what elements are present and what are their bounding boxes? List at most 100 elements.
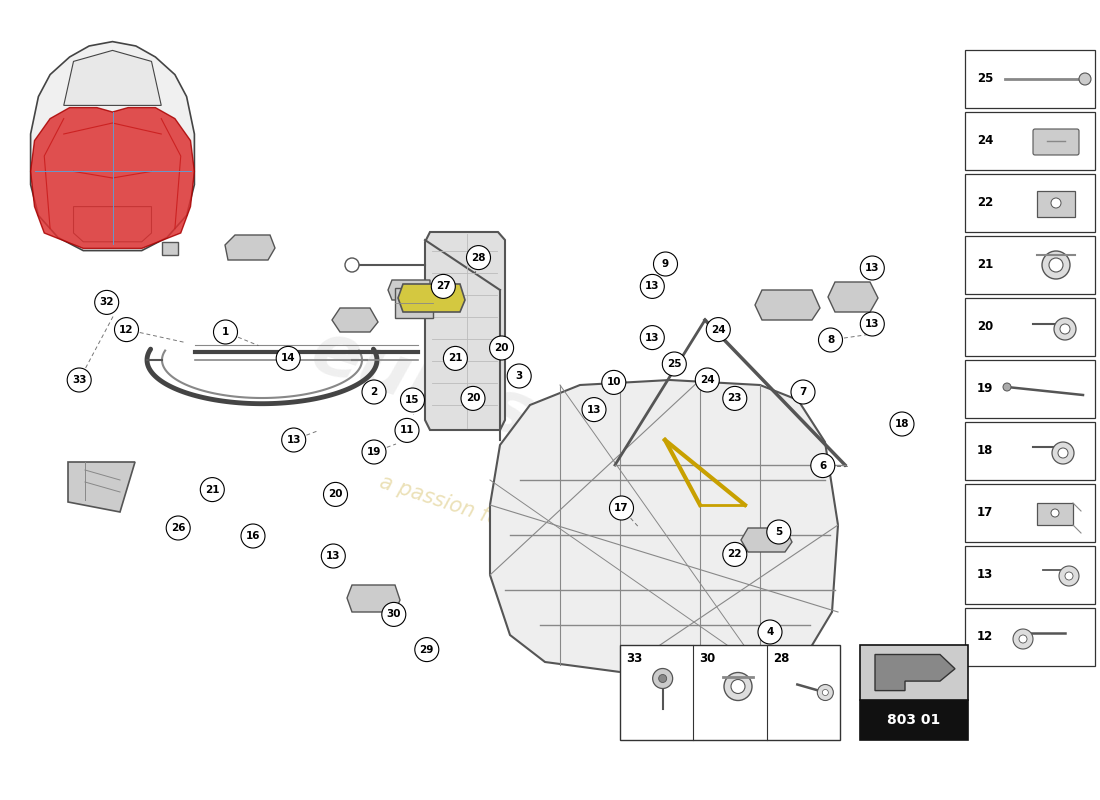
- Circle shape: [1042, 251, 1070, 279]
- FancyBboxPatch shape: [965, 422, 1094, 480]
- Text: 24: 24: [977, 134, 993, 147]
- Text: 33: 33: [626, 653, 642, 666]
- Circle shape: [67, 368, 91, 392]
- Circle shape: [114, 318, 139, 342]
- Circle shape: [1003, 383, 1011, 391]
- Circle shape: [1052, 442, 1074, 464]
- Text: 9: 9: [662, 259, 669, 269]
- Text: 10: 10: [606, 378, 621, 387]
- Circle shape: [507, 364, 531, 388]
- Circle shape: [640, 274, 664, 298]
- Polygon shape: [398, 284, 465, 312]
- Circle shape: [466, 246, 491, 270]
- Text: eurospares: eurospares: [302, 317, 758, 523]
- Text: 25: 25: [977, 73, 993, 86]
- Polygon shape: [226, 235, 275, 260]
- Text: 33: 33: [72, 375, 87, 385]
- Text: 28: 28: [471, 253, 486, 262]
- Text: 6: 6: [820, 461, 826, 470]
- Circle shape: [723, 386, 747, 410]
- Circle shape: [1065, 572, 1072, 580]
- Text: 13: 13: [865, 319, 880, 329]
- FancyBboxPatch shape: [620, 645, 840, 740]
- Circle shape: [791, 380, 815, 404]
- FancyBboxPatch shape: [860, 700, 968, 740]
- Polygon shape: [425, 232, 505, 430]
- Circle shape: [321, 544, 345, 568]
- Text: 4: 4: [767, 627, 773, 637]
- Circle shape: [1013, 629, 1033, 649]
- FancyBboxPatch shape: [965, 360, 1094, 418]
- Circle shape: [276, 346, 300, 370]
- Circle shape: [1058, 448, 1068, 458]
- Text: 26: 26: [170, 523, 186, 533]
- Polygon shape: [388, 280, 430, 300]
- Polygon shape: [68, 462, 135, 512]
- Text: 17: 17: [977, 506, 993, 519]
- Text: 16: 16: [245, 531, 261, 541]
- FancyBboxPatch shape: [1037, 503, 1072, 525]
- Text: 13: 13: [326, 551, 341, 561]
- Text: 19: 19: [977, 382, 993, 395]
- Circle shape: [706, 318, 730, 342]
- Text: 3: 3: [516, 371, 522, 381]
- Circle shape: [362, 380, 386, 404]
- Text: 21: 21: [448, 354, 463, 363]
- Circle shape: [1050, 509, 1059, 517]
- Circle shape: [323, 482, 348, 506]
- Polygon shape: [755, 290, 820, 320]
- Circle shape: [732, 679, 745, 694]
- Text: 12: 12: [119, 325, 134, 334]
- Text: 27: 27: [436, 282, 451, 291]
- Circle shape: [282, 428, 306, 452]
- Text: 21: 21: [205, 485, 220, 494]
- Text: 32: 32: [99, 298, 114, 307]
- Text: 24: 24: [711, 325, 726, 334]
- Circle shape: [817, 685, 834, 701]
- Circle shape: [609, 496, 634, 520]
- Circle shape: [582, 398, 606, 422]
- Circle shape: [602, 370, 626, 394]
- Text: 21: 21: [977, 258, 993, 271]
- Circle shape: [1054, 318, 1076, 340]
- Circle shape: [1060, 324, 1070, 334]
- Text: 22: 22: [977, 197, 993, 210]
- FancyBboxPatch shape: [965, 50, 1094, 108]
- Polygon shape: [490, 380, 838, 672]
- Circle shape: [1079, 73, 1091, 85]
- Polygon shape: [332, 308, 378, 332]
- Text: 18: 18: [894, 419, 910, 429]
- FancyBboxPatch shape: [965, 298, 1094, 356]
- Text: 8: 8: [827, 335, 834, 345]
- Circle shape: [652, 669, 673, 689]
- Text: 13: 13: [645, 333, 660, 342]
- Text: 30: 30: [386, 610, 402, 619]
- Polygon shape: [64, 50, 162, 106]
- Circle shape: [95, 290, 119, 314]
- Text: 23: 23: [727, 394, 742, 403]
- Text: 13: 13: [977, 569, 993, 582]
- FancyBboxPatch shape: [860, 645, 968, 700]
- Circle shape: [490, 336, 514, 360]
- Circle shape: [890, 412, 914, 436]
- Text: 13: 13: [645, 282, 660, 291]
- FancyBboxPatch shape: [395, 288, 433, 318]
- Text: 11: 11: [399, 426, 415, 435]
- Circle shape: [415, 638, 439, 662]
- Text: 13: 13: [286, 435, 301, 445]
- Circle shape: [724, 673, 752, 701]
- Polygon shape: [741, 528, 792, 552]
- Circle shape: [823, 690, 828, 695]
- Polygon shape: [828, 282, 878, 312]
- Circle shape: [640, 326, 664, 350]
- Polygon shape: [162, 242, 178, 255]
- Text: 803 01: 803 01: [888, 713, 940, 727]
- Text: 2: 2: [371, 387, 377, 397]
- Circle shape: [213, 320, 238, 344]
- Text: a passion for parts since 1985: a passion for parts since 1985: [377, 472, 683, 588]
- FancyBboxPatch shape: [965, 484, 1094, 542]
- Text: 19: 19: [366, 447, 382, 457]
- Circle shape: [767, 520, 791, 544]
- Polygon shape: [346, 585, 400, 612]
- Circle shape: [723, 542, 747, 566]
